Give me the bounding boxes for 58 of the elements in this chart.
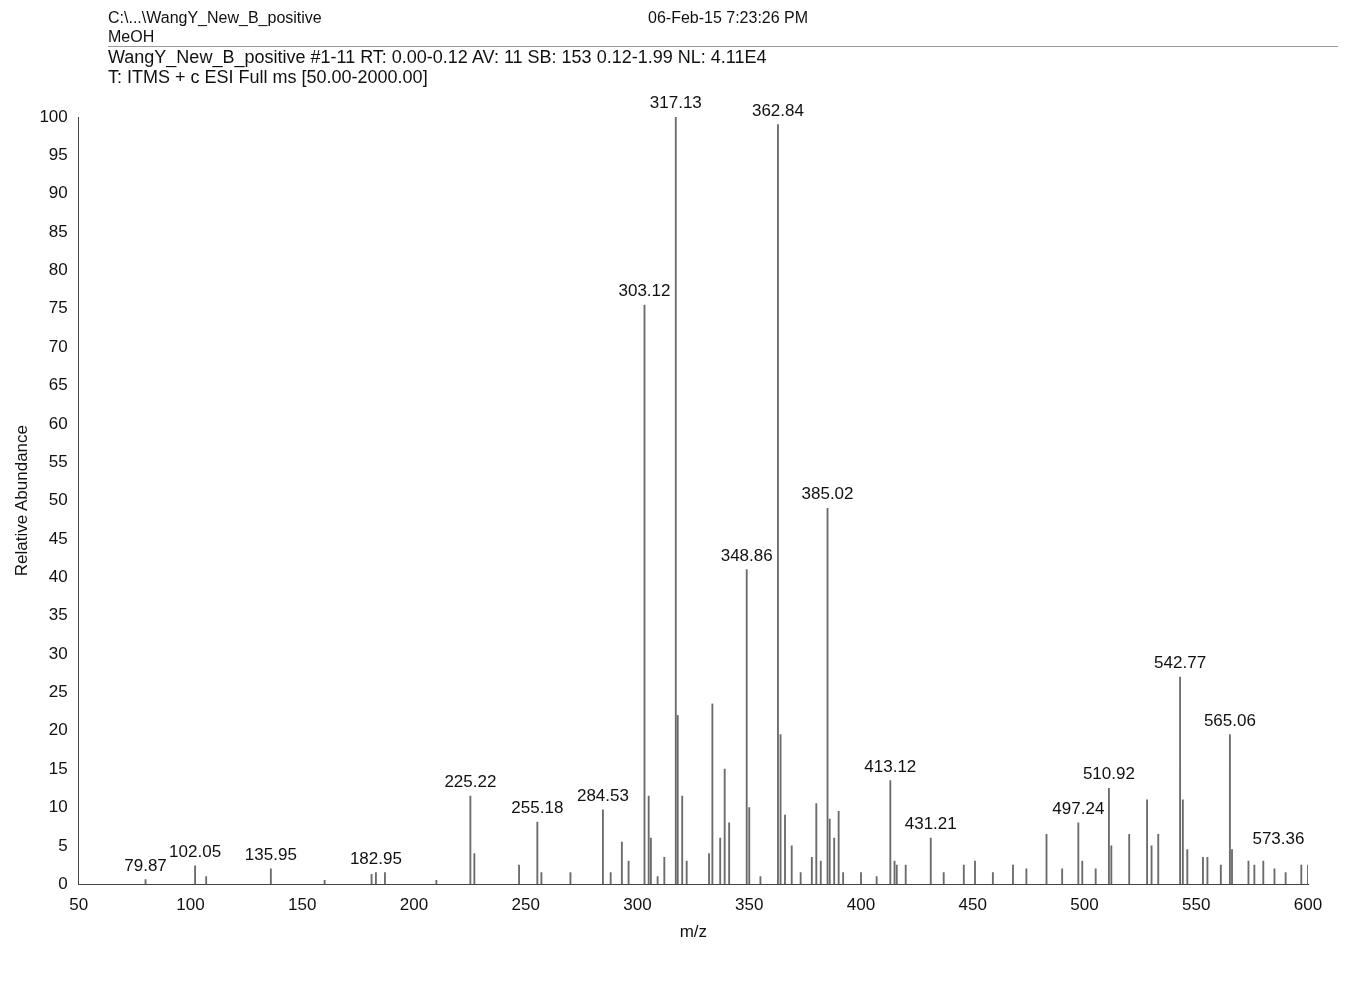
y-tick-label: 0 bbox=[58, 873, 68, 893]
y-tick-label: 45 bbox=[48, 528, 68, 548]
annotation: 255.18 bbox=[511, 798, 564, 818]
y-tick-label: 55 bbox=[48, 451, 68, 471]
annotation: 348.86 bbox=[720, 545, 773, 565]
annotation: 135.95 bbox=[244, 845, 297, 865]
annotation: 225.22 bbox=[444, 772, 497, 792]
y-tick-label: 15 bbox=[48, 758, 68, 778]
x-tick-label: 350 bbox=[735, 895, 764, 915]
y-tick-label: 75 bbox=[48, 298, 68, 318]
annotation: 182.95 bbox=[349, 848, 402, 868]
y-tick-label: 70 bbox=[48, 336, 68, 356]
annotation: 79.87 bbox=[124, 855, 167, 875]
y-axis-title: Relative Abundance bbox=[11, 424, 31, 577]
x-tick-label: 300 bbox=[623, 895, 652, 915]
y-tick-label: 100 bbox=[39, 106, 68, 126]
y-tick-label: 50 bbox=[48, 490, 68, 510]
annotation: 497.24 bbox=[1052, 799, 1105, 819]
y-tick-label: 10 bbox=[48, 797, 68, 817]
chart-title: WangY_New_B_positive #1-11 RT: 0.00-0.12 AV: 11 SB: 153 0.12-1.99 NL: 4.11E4 bbox=[108, 47, 768, 67]
annotation: 431.21 bbox=[904, 814, 957, 834]
y-tick-label: 35 bbox=[48, 605, 68, 625]
y-tick-label: 30 bbox=[48, 643, 68, 663]
annotation: 303.12 bbox=[618, 281, 671, 301]
annotation: 385.02 bbox=[801, 484, 854, 504]
x-tick-label: 150 bbox=[288, 895, 317, 915]
annotation: 413.12 bbox=[864, 756, 917, 776]
y-tick-label: 20 bbox=[48, 720, 68, 740]
y-tick-label: 40 bbox=[48, 567, 68, 587]
y-tick-label: 90 bbox=[48, 183, 68, 203]
x-tick-label: 400 bbox=[846, 895, 876, 915]
chart-subtitle: T: ITMS + c ESI Full ms [50.00-2000.00] bbox=[108, 67, 429, 87]
x-axis-title: m/z bbox=[679, 922, 708, 942]
x-tick-label: 100 bbox=[176, 895, 205, 915]
x-tick-label: 500 bbox=[1070, 895, 1099, 915]
y-tick-label: 5 bbox=[58, 835, 68, 855]
x-tick-label: 250 bbox=[511, 895, 540, 915]
x-tick-label: 550 bbox=[1182, 895, 1211, 915]
annotation: 510.92 bbox=[1082, 764, 1135, 784]
annotation: 102.05 bbox=[169, 841, 222, 861]
annotation: 284.53 bbox=[576, 785, 629, 805]
text: 06-Feb-15 7:23:26 PM bbox=[648, 8, 809, 27]
text: MeOH bbox=[108, 27, 156, 46]
y-tick-label: 25 bbox=[48, 682, 68, 702]
y-tick-label: 60 bbox=[48, 413, 68, 433]
x-tick-label: 600 bbox=[1293, 895, 1323, 915]
annotation: 565.06 bbox=[1203, 710, 1256, 730]
y-tick-label: 80 bbox=[48, 260, 68, 280]
annotation: 362.84 bbox=[751, 100, 804, 120]
y-tick-label: 85 bbox=[48, 221, 68, 241]
y-tick-label: 65 bbox=[48, 375, 68, 395]
annotation: 317.13 bbox=[649, 93, 702, 113]
annotation: 573.36 bbox=[1252, 829, 1305, 849]
x-tick-label: 450 bbox=[958, 895, 987, 915]
x-tick-label: 200 bbox=[399, 895, 429, 915]
text: C:\...\WangY_New_B_positive bbox=[108, 9, 322, 26]
y-tick-label: 95 bbox=[48, 145, 68, 165]
annotation: 542.77 bbox=[1154, 653, 1207, 673]
